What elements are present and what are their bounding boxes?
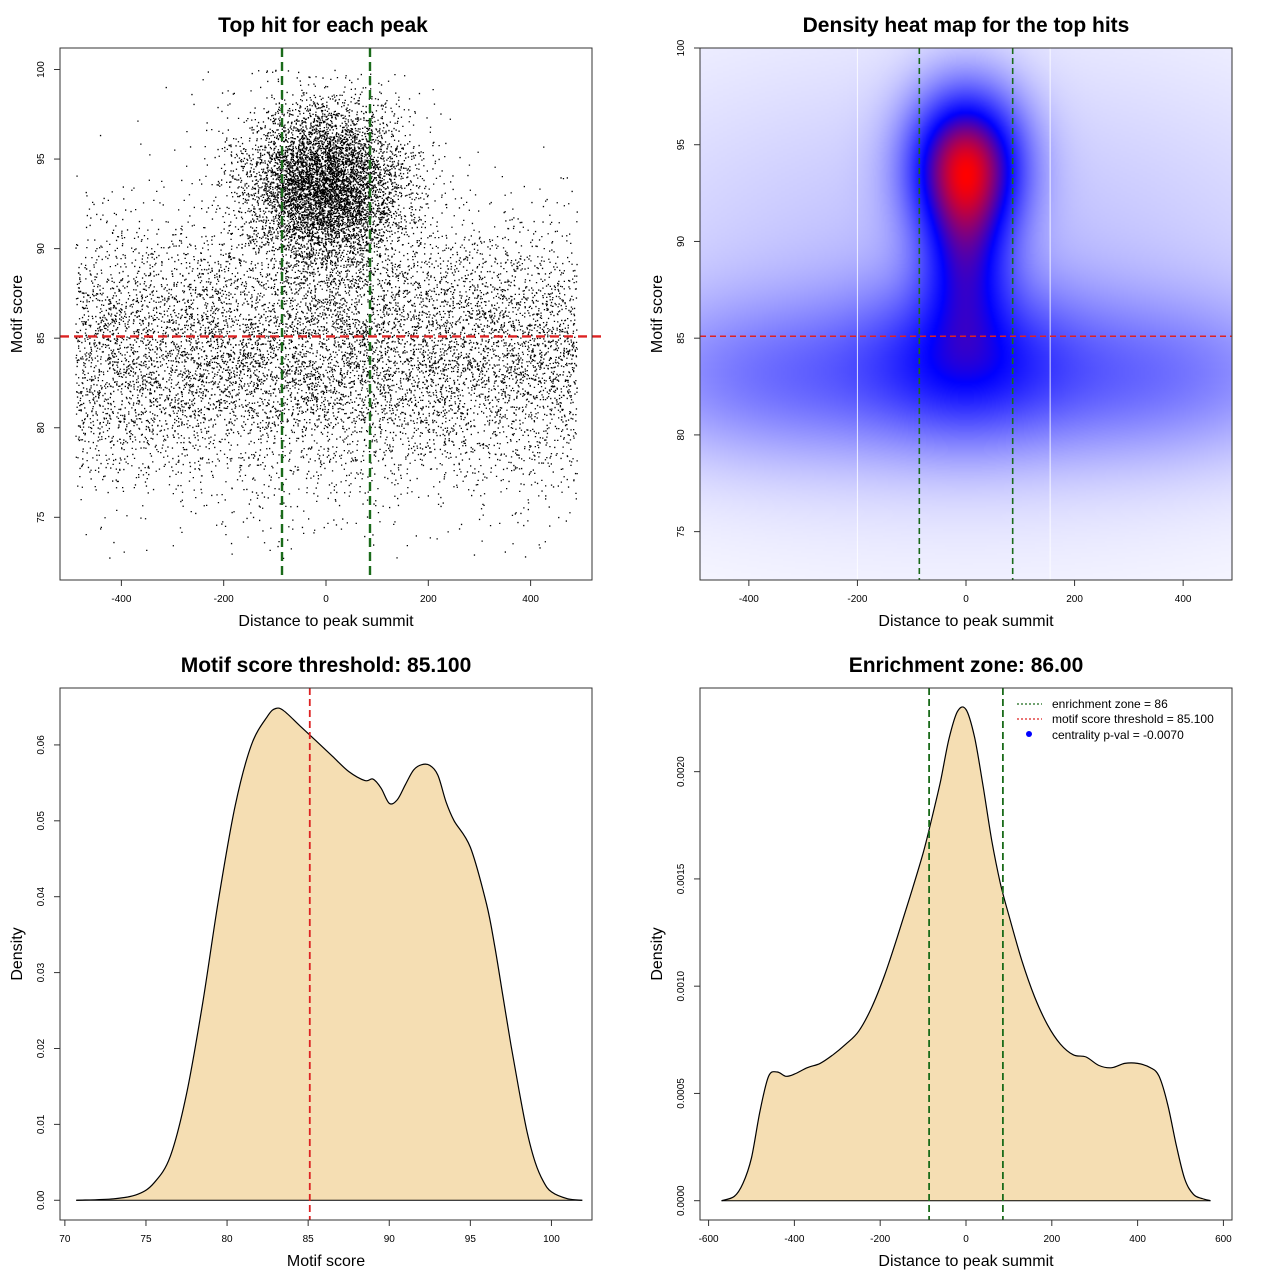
enrichment-ytick-label: 0.0010	[676, 970, 687, 1001]
enrichment-legend: enrichment zone = 86 motif score thresho…	[1017, 697, 1214, 742]
enrichment-ytick-label: 0.0000	[676, 1185, 687, 1216]
enrichment-xtick-label: 200	[1043, 1234, 1060, 1245]
heatmap-ytick-label: 85	[676, 332, 687, 344]
scatter-ytick-label: 90	[36, 243, 47, 255]
heatmap-xtick-label: 400	[1175, 594, 1192, 605]
scatter-xlabel: Distance to peak summit	[238, 613, 414, 630]
heatmap-ytick-label: 90	[676, 235, 687, 247]
heatmap-ytick-label: 100	[676, 39, 687, 56]
score-xtick-label: 70	[59, 1234, 71, 1245]
score-density-title: Motif score threshold: 85.100	[181, 654, 472, 677]
enrichment-xlabel: Distance to peak summit	[878, 1253, 1054, 1270]
heatmap-xtick-label: -400	[739, 594, 759, 605]
scatter-plot-area: -400 -200 0 200 400 75 80 85 90 95 100	[36, 47, 602, 605]
score-ytick-label: 0.02	[36, 1038, 47, 1058]
score-ytick-label: 0.04	[36, 887, 47, 907]
scatter-points	[75, 69, 578, 560]
legend-threshold-label: motif score threshold = 85.100	[1052, 712, 1214, 726]
enrichment-xtick-label: 600	[1215, 1234, 1232, 1245]
scatter-ytick-label: 75	[36, 511, 47, 523]
scatter-xtick-label: -200	[214, 594, 234, 605]
panel-score-density: Motif score threshold: 85.100 Motif scor…	[9, 654, 593, 1270]
enrichment-ylabel: Density	[649, 927, 666, 980]
score-xtick-label: 75	[140, 1234, 152, 1245]
heatmap-xlabel: Distance to peak summit	[878, 613, 1054, 630]
score-ytick-label: 0.01	[36, 1114, 47, 1134]
enrichment-ytick-label: 0.0020	[676, 756, 687, 787]
enrichment-xtick-label: -200	[870, 1234, 890, 1245]
scatter-xtick-label: 400	[522, 594, 539, 605]
panel-heatmap: Density heat map for the top hits Distan…	[649, 14, 1233, 630]
score-xtick-label: 85	[303, 1234, 315, 1245]
score-density-plot-area: 70 75 80 85 90 95 100 0.00 0.01 0.02 0.03 0.04 0.05 0…	[36, 687, 593, 1245]
score-ytick-label: 0.00	[36, 1190, 47, 1210]
score-density-curve	[76, 707, 583, 1201]
panel-scatter: Top hit for each peak Distance to peak s…	[9, 14, 602, 630]
heatmap-xtick-label: 0	[963, 594, 969, 605]
heatmap-ytick-label: 75	[676, 526, 687, 538]
scatter-title: Top hit for each peak	[218, 14, 428, 37]
heatmap-ytick-label: 80	[676, 429, 687, 441]
score-xtick-label: 100	[543, 1234, 560, 1245]
scatter-ylabel: Motif score	[9, 275, 26, 353]
enrichment-xtick-label: 400	[1129, 1234, 1146, 1245]
enrichment-ytick-label: 0.0015	[676, 863, 687, 894]
heatmap-title: Density heat map for the top hits	[803, 14, 1130, 37]
score-ytick-label: 0.03	[36, 962, 47, 982]
enrichment-xtick-label: -400	[784, 1234, 804, 1245]
scatter-ytick-label: 80	[36, 422, 47, 434]
scatter-xtick-label: 0	[323, 594, 329, 605]
legend-pval-point	[1026, 731, 1032, 737]
enrichment-plot-area: -600 -400 -200 0 200 400 600 0.0000 0.0005 0.0010…	[676, 687, 1233, 1245]
heatmap-ylabel: Motif score	[649, 275, 666, 353]
enrichment-density-curve	[721, 706, 1211, 1202]
heatmap-xtick-label: -200	[847, 594, 867, 605]
score-density-xlabel: Motif score	[287, 1253, 365, 1270]
scatter-ytick-label: 85	[36, 332, 47, 344]
scatter-ytick-label: 100	[36, 61, 47, 78]
enrichment-xtick-label: 0	[963, 1234, 969, 1245]
scatter-xtick-label: 200	[420, 594, 437, 605]
score-ytick-label: 0.06	[36, 735, 47, 755]
score-ytick-label: 0.05	[36, 811, 47, 831]
scatter-xtick-label: -400	[111, 594, 131, 605]
heatmap-density	[700, 48, 1232, 580]
score-xtick-label: 80	[221, 1234, 233, 1245]
panel-enrichment: Enrichment zone: 86.00 Distance to peak …	[649, 654, 1233, 1270]
heatmap-ytick-label: 95	[676, 139, 687, 151]
score-density-ylabel: Density	[9, 927, 26, 980]
enrichment-ytick-label: 0.0005	[676, 1078, 687, 1109]
score-xtick-label: 90	[384, 1234, 396, 1245]
enrichment-xtick-label: -600	[699, 1234, 719, 1245]
score-density-fill	[76, 708, 583, 1201]
legend-enrichment-label: enrichment zone = 86	[1052, 697, 1168, 711]
scatter-ytick-label: 95	[36, 153, 47, 165]
heatmap-plot-area: -400 -200 0 200 400 75 80 85 90 95 100	[676, 39, 1233, 605]
enrichment-density-fill	[721, 706, 1211, 1201]
legend-pval-label: centrality p-val = -0.0070	[1052, 728, 1184, 742]
score-xtick-label: 95	[465, 1234, 477, 1245]
enrichment-title: Enrichment zone: 86.00	[849, 654, 1084, 677]
score-frame	[59, 687, 593, 1221]
heatmap-xtick-label: 200	[1066, 594, 1083, 605]
